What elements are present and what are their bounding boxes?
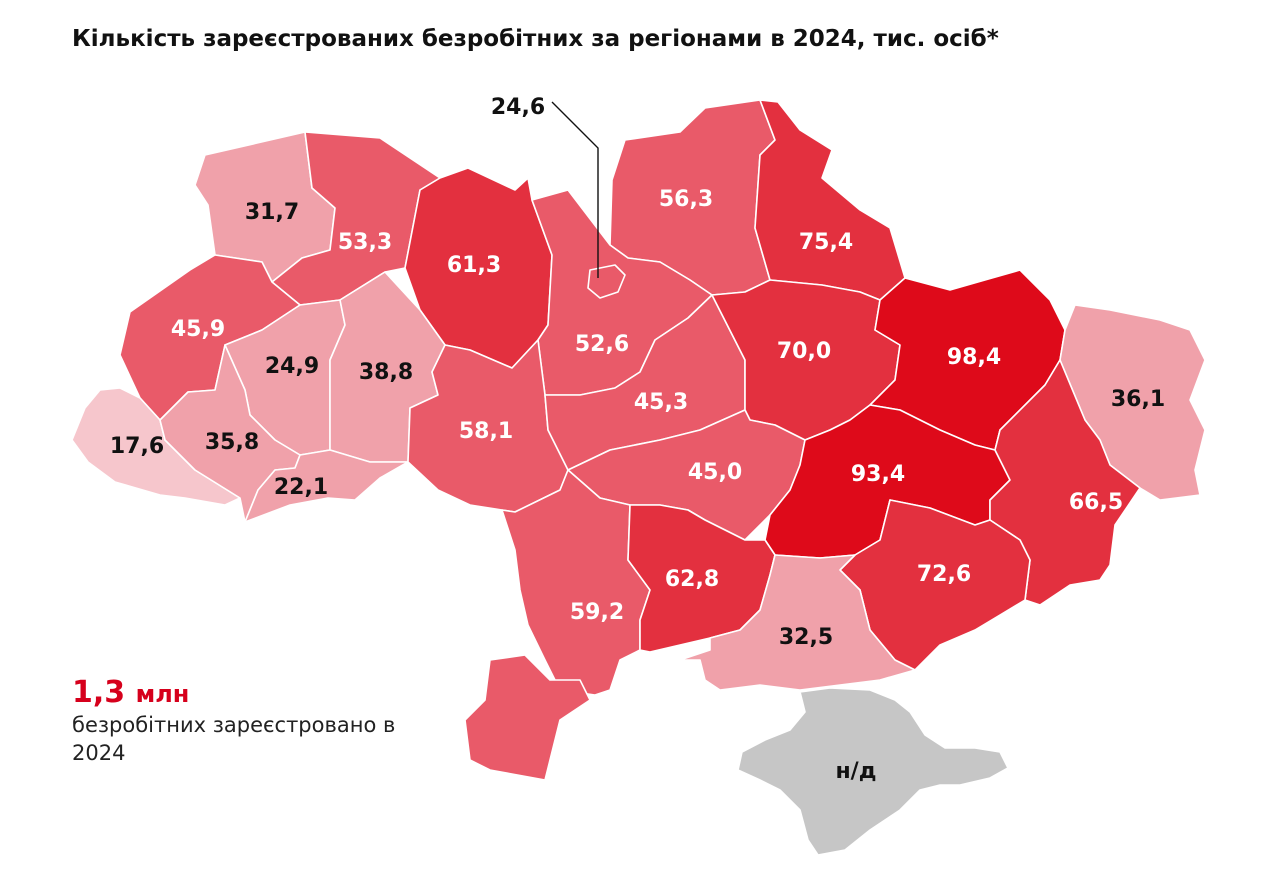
region-odesa-bessarabia[interactable] — [464, 654, 591, 781]
label-kherson: 32,5 — [779, 625, 833, 650]
label-mykolaiv: 62,8 — [665, 567, 719, 592]
label-ternopil: 24,9 — [265, 354, 319, 379]
region-crimea[interactable] — [737, 687, 1009, 856]
label-sumy: 75,4 — [799, 230, 853, 255]
label-kyiv-city: 24,6 — [491, 95, 545, 120]
label-kharkiv: 98,4 — [947, 345, 1001, 370]
label-volyn: 31,7 — [245, 200, 299, 225]
region-sumy[interactable] — [754, 99, 906, 301]
label-poltava: 70,0 — [777, 339, 831, 364]
label-kirovohrad: 45,0 — [688, 460, 742, 485]
label-kyiv-oblast: 52,6 — [575, 332, 629, 357]
total-summary: 1,3 млн безробітних зареєстровано в 2024 — [72, 676, 402, 767]
label-cherkasy: 45,3 — [634, 390, 688, 415]
label-dnipropetrovsk: 93,4 — [851, 462, 905, 487]
label-luhansk: 36,1 — [1111, 387, 1165, 412]
label-zhytomyr: 61,3 — [447, 253, 501, 278]
total-value: 1,3 млн — [72, 676, 402, 711]
label-odesa: 59,2 — [570, 600, 624, 625]
region-kherson[interactable] — [679, 554, 916, 691]
total-unit: млн — [135, 680, 190, 708]
label-zaporizhzhia: 72,6 — [917, 562, 971, 587]
total-number: 1,3 — [72, 675, 126, 710]
label-khmelnytskyi: 38,8 — [359, 360, 413, 385]
label-chernihiv: 56,3 — [659, 187, 713, 212]
label-donetsk: 66,5 — [1069, 490, 1123, 515]
label-zakarpattia: 17,6 — [110, 434, 164, 459]
region-kyiv-city[interactable] — [587, 264, 626, 299]
label-ivano-frankivsk: 35,8 — [205, 430, 259, 455]
total-description: безробітних зареєстровано в 2024 — [72, 713, 396, 765]
kyiv-city-leader-line — [551, 101, 599, 278]
label-chernivtsi: 22,1 — [274, 475, 328, 500]
label-vinnytsia: 58,1 — [459, 419, 513, 444]
chart-title: Кількість зареєстрованих безробітних за … — [72, 26, 999, 52]
label-lviv: 45,9 — [171, 317, 225, 342]
label-rivne: 53,3 — [338, 230, 392, 255]
label-crimea: н/д — [835, 759, 876, 784]
